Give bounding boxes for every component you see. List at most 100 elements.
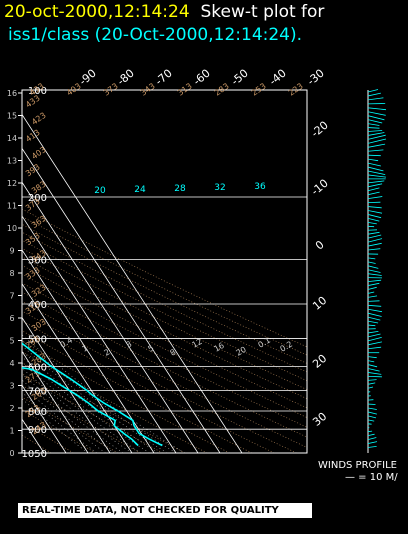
wind-barb (367, 360, 375, 363)
moist-label: 2 (103, 347, 112, 357)
wind-barb (367, 149, 384, 152)
isotherm-label: -80 (115, 67, 137, 89)
wind-barb (367, 127, 380, 129)
wind-barb (367, 180, 385, 184)
isotherm-line (22, 283, 133, 453)
moist-label: 0.4 (59, 336, 75, 350)
wind-barb (367, 368, 380, 372)
dry-adiabat-label: 223 (287, 82, 305, 98)
wind-barb (367, 295, 378, 298)
height-label: 4 (9, 359, 14, 368)
height-label: 7 (9, 292, 14, 301)
dry-adiabat-label: 253 (250, 82, 268, 98)
wind-barb (367, 386, 374, 389)
wind-barb (367, 174, 387, 178)
wind-barb (367, 162, 381, 167)
height-label: 3 (9, 382, 14, 391)
isotherm-line (22, 181, 199, 453)
wind-barb (367, 407, 377, 410)
wind-barb (367, 441, 378, 444)
isotherm-label: -40 (267, 67, 289, 89)
wind-barb (367, 134, 386, 140)
moist-label: 20 (235, 345, 248, 358)
moist-label: 3 (125, 339, 134, 349)
title-datetime: 20-oct-2000,12:14:24 (4, 2, 190, 22)
wind-barb (367, 333, 381, 338)
height-label: 0 (9, 449, 14, 458)
dry-adiabat-line (22, 223, 307, 364)
isotherm-label: -50 (229, 67, 251, 89)
wind-barb (367, 218, 380, 222)
wind-barb (367, 312, 382, 317)
height-label: 1 (9, 427, 14, 436)
wind-barb (367, 433, 375, 437)
wind-barb (367, 316, 381, 321)
wind-barb (367, 214, 382, 219)
wind-barb (367, 372, 382, 375)
wind-barb (367, 183, 383, 188)
moist-adiabat-line (22, 350, 159, 453)
height-label: 16 (7, 89, 17, 98)
wind-barb (367, 242, 382, 247)
height-label: 11 (7, 202, 17, 211)
height-label: 10 (7, 224, 17, 233)
wind-barb (367, 337, 382, 342)
dry-adiabat-label: 423 (30, 111, 48, 127)
isotherm-line (22, 147, 221, 453)
dry-adiabat-line (22, 320, 275, 453)
dry-adiabat-label: 283 (213, 82, 231, 98)
wind-barb (367, 196, 383, 200)
height-label: 6 (9, 314, 14, 323)
dry-adiabat-label: 373 (102, 82, 120, 98)
isobars (22, 89, 307, 454)
wind-barb (367, 238, 383, 243)
wind-barb (367, 158, 379, 162)
moist-label: 5 (147, 343, 156, 353)
height-label: 2 (9, 404, 14, 413)
wind-barb (367, 341, 382, 346)
dry-adiabat-line (22, 351, 208, 453)
height-label: 14 (7, 134, 17, 143)
wind-barb (367, 356, 377, 359)
wind-barb (367, 411, 377, 415)
dewpoint-trace (22, 366, 139, 447)
wind-barb (367, 132, 385, 136)
temperature-trace (22, 342, 163, 447)
wind-barb (367, 291, 375, 294)
wind-barb (367, 92, 381, 97)
wind-barb (367, 210, 383, 214)
dry-adiabat-line (22, 231, 307, 373)
isotherm-label: -30 (305, 67, 327, 89)
wind-barb (367, 107, 387, 111)
wind-barb (367, 391, 371, 393)
mixing-ratio-label: 28 (174, 184, 186, 194)
isotherm-label: -90 (77, 67, 99, 89)
wind-barb (367, 304, 382, 307)
dry-adiabat-line (22, 310, 297, 453)
wind-barb (367, 97, 384, 101)
dry-adiabat-line (22, 208, 307, 348)
dry-adiabat-line (22, 434, 52, 453)
dry-adiabat-label: 403 (65, 82, 83, 98)
isotherm-label: 20 (310, 352, 329, 371)
pressure-label: 800 (28, 407, 47, 418)
isotherms (22, 113, 243, 453)
wind-barb (367, 170, 386, 175)
dry-adiabat-label: 393 (24, 162, 42, 178)
dry-adiabats (22, 208, 307, 453)
moist-label: 0.2 (279, 340, 295, 354)
pressure-label: 100 (28, 86, 47, 97)
wind-barb (367, 331, 379, 334)
dry-adiabat-line (22, 384, 141, 453)
isotherm-line (22, 113, 243, 453)
wind-barb (367, 415, 377, 419)
dry-adiabat-line (22, 273, 307, 418)
wind-barb (367, 346, 382, 350)
wind-barb (367, 269, 381, 273)
dry-adiabat-line (22, 300, 307, 448)
pressure-label: 300 (28, 256, 47, 267)
pressure-label: 200 (28, 193, 47, 204)
mixing-ratio-label: 36 (254, 182, 266, 192)
isotherm-line (22, 249, 155, 453)
